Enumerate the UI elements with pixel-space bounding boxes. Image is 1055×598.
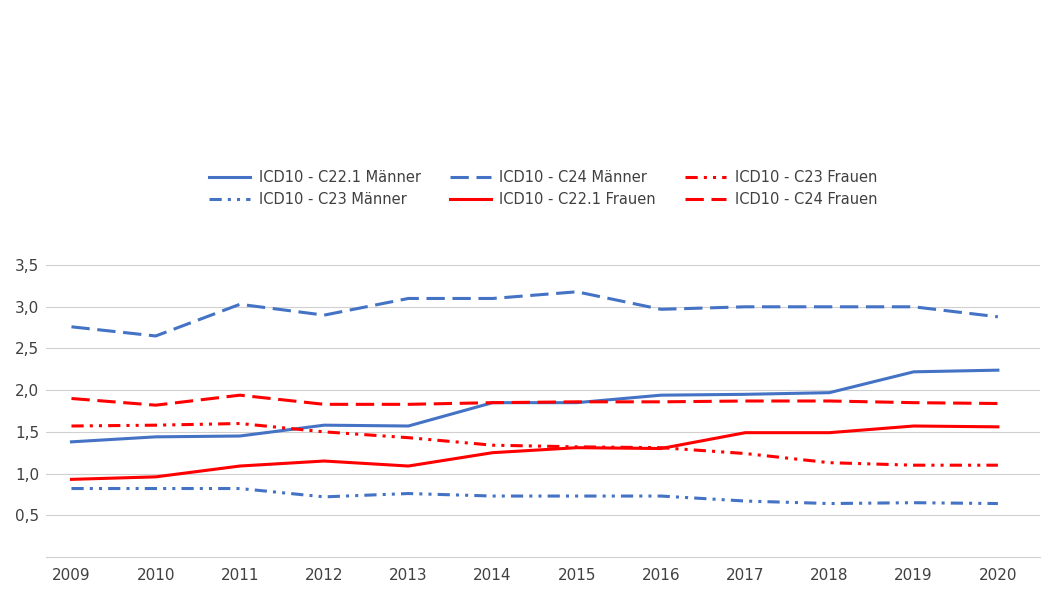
Legend: ICD10 - C22.1 Männer, ICD10 - C23 Männer, ICD10 - C24 Männer, ICD10 - C22.1 Frau: ICD10 - C22.1 Männer, ICD10 - C23 Männer…	[204, 164, 883, 213]
